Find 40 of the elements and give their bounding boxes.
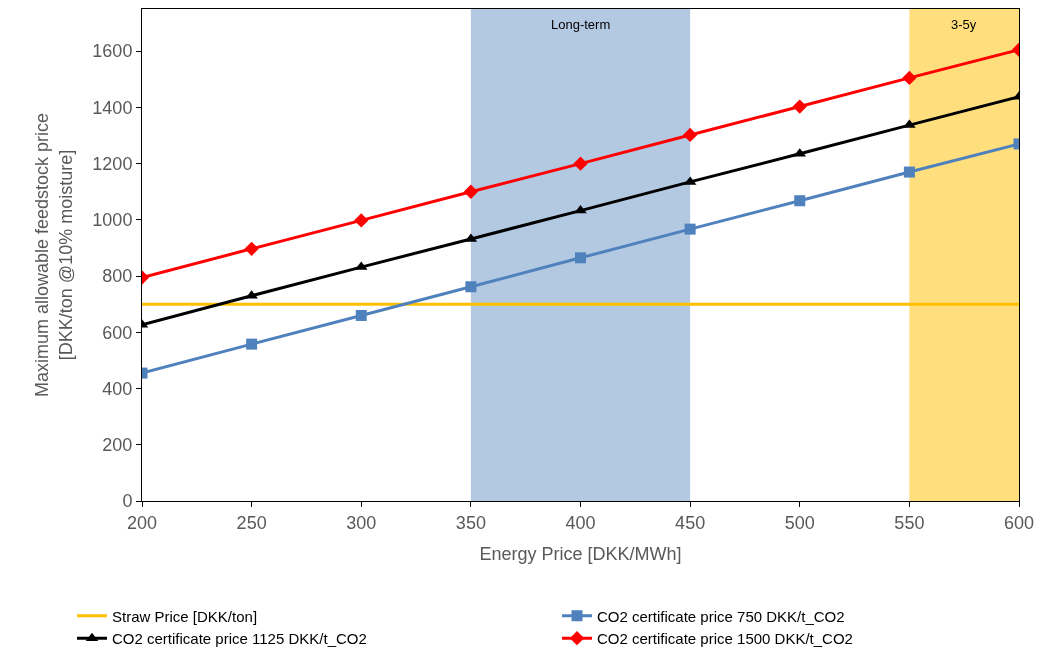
y-tick-label: 200	[102, 435, 133, 456]
band-label: 3-5y	[951, 17, 977, 32]
point	[354, 213, 369, 228]
point	[902, 70, 917, 86]
y-tick-label: 800	[102, 266, 133, 287]
point	[573, 156, 588, 171]
x-tick-label: 250	[236, 512, 267, 533]
point	[465, 281, 477, 293]
point	[792, 99, 807, 114]
y-tick-label: 1000	[92, 210, 133, 231]
x-tick-label: 450	[675, 512, 706, 533]
x-tick-label: 600	[1003, 512, 1035, 533]
y-tick-label: 0	[122, 491, 133, 512]
point	[463, 184, 479, 199]
point	[682, 127, 698, 143]
x-axis-title: Energy Price [DKK/MWh]	[479, 543, 682, 564]
y-tick-label: 1200	[92, 153, 133, 174]
point	[355, 309, 367, 321]
x-tick-label: 200	[126, 512, 158, 533]
x-tick-label: 550	[894, 512, 925, 533]
y-tick-label: 400	[102, 378, 133, 399]
y-tick-label: 600	[102, 322, 133, 343]
band-label: Long-term	[551, 17, 611, 32]
y-axis-title: Maximum allowable feedstock price [DKK/ton @10% moisture]	[32, 112, 76, 398]
point	[684, 223, 696, 235]
point	[903, 166, 915, 178]
point	[244, 241, 259, 256]
x-tick-label: 300	[346, 512, 377, 533]
x-tick-label: 350	[455, 512, 486, 533]
y-tick-label: 1600	[92, 41, 133, 62]
legend-label: Straw Price [DKK/ton]	[112, 607, 258, 625]
x-tick-label: 400	[565, 512, 596, 533]
x-tick-label: 500	[784, 512, 815, 533]
point	[794, 195, 806, 207]
legend-label: CO2 certificate price 1125 DKK/t_CO2	[112, 630, 367, 647]
legend-label: CO2 certificate price 1500 DKK/t_CO2	[597, 630, 853, 647]
y-tick-label: 1400	[92, 97, 133, 118]
point	[246, 338, 258, 350]
point	[575, 252, 586, 264]
legend-label: CO2 certificate price 750 DKK/t_CO2	[597, 607, 845, 625]
